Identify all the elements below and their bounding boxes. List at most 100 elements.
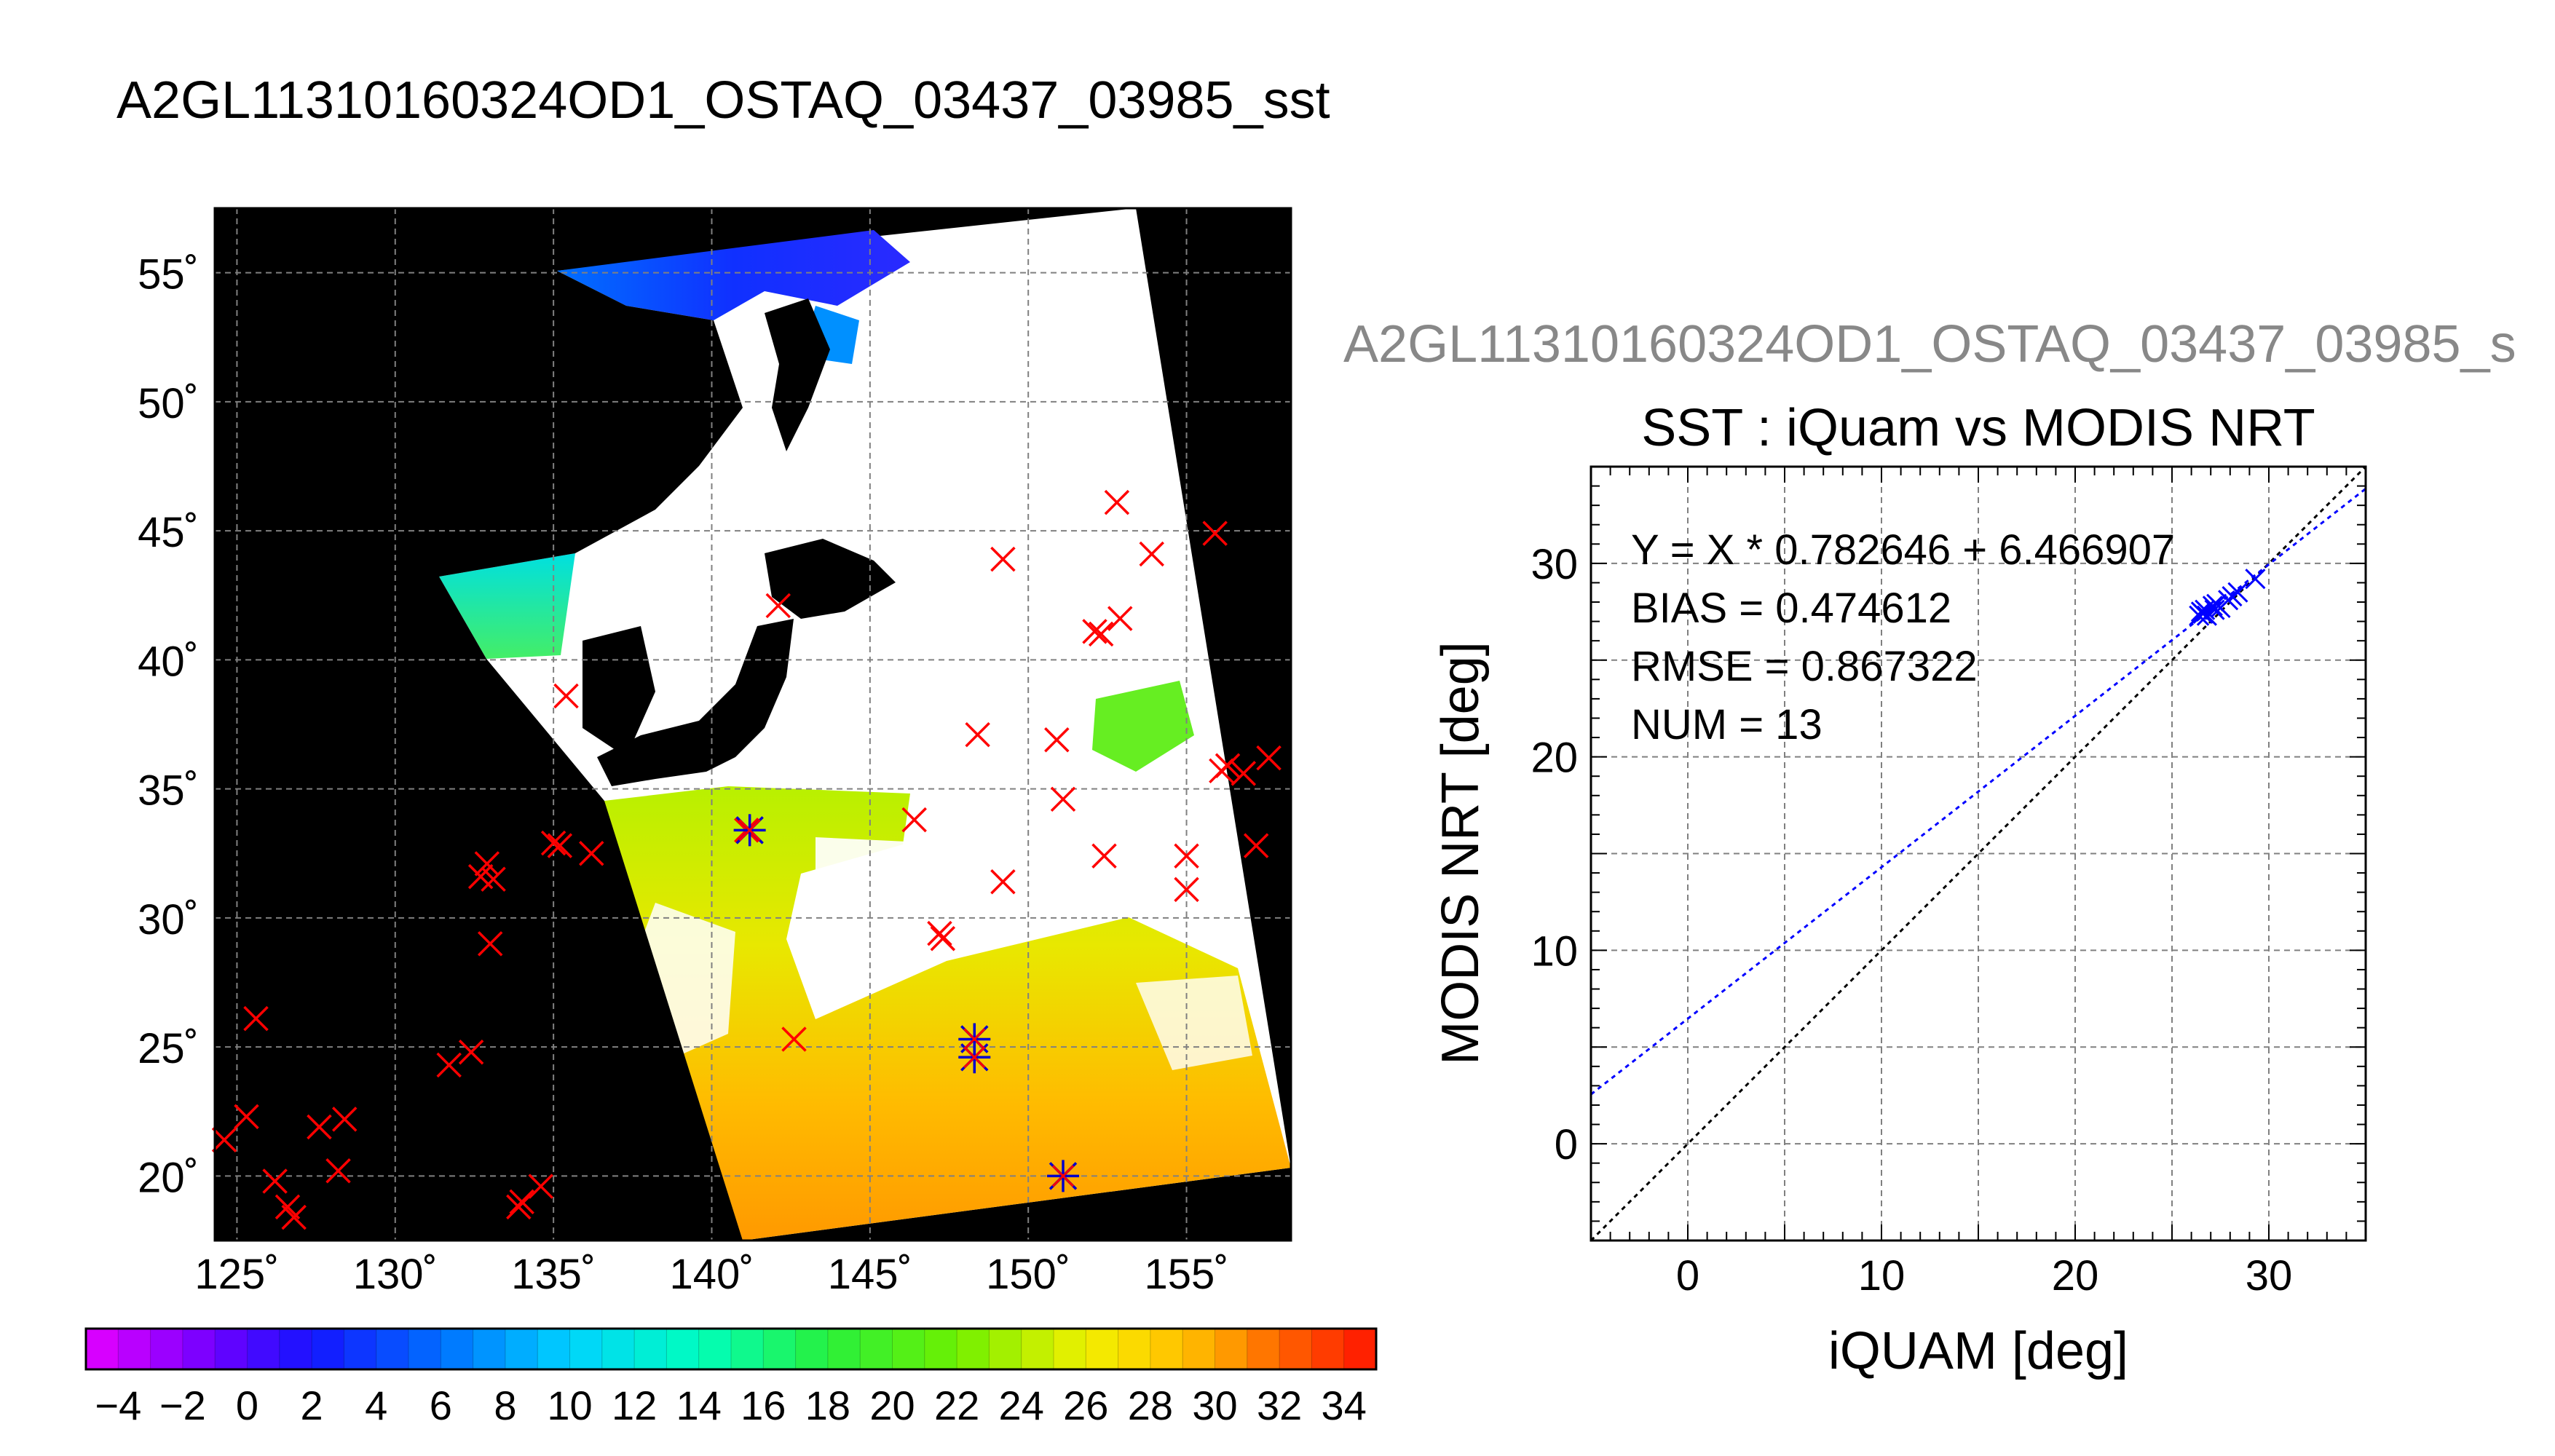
main-title: A2GL11310160324OD1_OSTAQ_03437_03985_sst — [117, 71, 1330, 130]
land-sakhalin — [765, 298, 830, 451]
iquam-point — [1202, 521, 1228, 546]
iquam-point-stroke — [211, 1127, 237, 1152]
iquam-point-stroke — [1044, 727, 1070, 753]
iquam-point — [243, 1005, 269, 1032]
colorbar-cell — [1343, 1328, 1377, 1370]
colorbar-cell — [1182, 1328, 1216, 1370]
colorbar-tick-label: 10 — [547, 1382, 592, 1428]
iquam-point-stroke — [765, 593, 791, 619]
colorbar-cell — [1085, 1328, 1119, 1370]
colorbar-cell — [473, 1328, 506, 1370]
colorbar-tick-label: 34 — [1322, 1382, 1367, 1428]
iquam-point-stroke — [281, 1204, 307, 1230]
iquam-point — [1256, 745, 1282, 771]
iquam-point — [1091, 843, 1117, 869]
iquam-point-stroke — [467, 863, 494, 890]
colorbar-cells — [85, 1328, 1377, 1370]
sst-warm-region — [604, 786, 1291, 1241]
colorbar-tick-label: 32 — [1257, 1382, 1302, 1428]
colorbar-tick-label: 2 — [301, 1382, 323, 1428]
iquam-point — [234, 1104, 259, 1130]
scatter-point — [2227, 582, 2248, 603]
colorbar-tick-label: 4 — [365, 1382, 387, 1428]
colorbar-tick-label: 12 — [612, 1382, 657, 1428]
iquam-point-stroke — [474, 851, 500, 877]
colorbar-cell — [827, 1328, 861, 1370]
colorbar-tick-label: −2 — [159, 1382, 206, 1428]
iquam-point-matched — [733, 814, 766, 847]
iquam-point — [262, 1168, 288, 1194]
iquam-point-stroke — [307, 1114, 332, 1140]
map-lon-tick-label: 145˚ — [828, 1251, 912, 1298]
colorbar-cell — [1053, 1328, 1087, 1370]
iquam-point-matched — [958, 1041, 991, 1074]
colorbar-tick-label: 26 — [1063, 1382, 1108, 1428]
sst-colorbar: −4 −2 0 2 4 6 8 10 12 14 16 18 20 22 24 26 28 30 32 34 — [84, 1327, 1378, 1428]
scatter-title: SST : iQuam vs MODIS NRT — [1641, 399, 2315, 457]
iquam-point-stroke — [547, 833, 573, 858]
colorbar-cell — [408, 1328, 442, 1370]
iquam-point-stroke — [1243, 833, 1269, 858]
map-points — [211, 489, 1282, 1230]
colorbar-cell — [376, 1328, 410, 1370]
colorbar-cell — [214, 1328, 248, 1370]
iquam-point-stroke — [1088, 621, 1114, 647]
iquam-point — [1082, 619, 1107, 644]
map-frame — [213, 207, 1292, 1242]
scatter-point-stroke — [2192, 603, 2214, 625]
land-asia — [215, 208, 743, 1241]
colorbar-cell — [85, 1328, 119, 1370]
colorbar-tick-label: 0 — [236, 1382, 258, 1428]
map-lat-tick-label: 30˚ — [138, 896, 199, 943]
map-lat-tick-label: 35˚ — [138, 767, 199, 815]
scatter-point — [2202, 596, 2223, 617]
iquam-point-stroke — [927, 920, 952, 946]
colorbar-cell — [1118, 1328, 1151, 1370]
iquam-point-stroke — [458, 1039, 484, 1065]
iquam-point-stroke — [965, 721, 990, 748]
map-grid — [215, 208, 1291, 1241]
scatter-point — [2192, 603, 2214, 625]
iquam-point — [1174, 843, 1199, 869]
land-honshu — [597, 619, 794, 786]
iquam-point — [547, 833, 573, 858]
iquam-point — [481, 866, 506, 892]
colorbar-cell — [698, 1328, 732, 1370]
sst-green-patch — [1092, 681, 1194, 772]
iquam-point-stroke — [262, 1168, 288, 1194]
scatter-point — [2204, 599, 2225, 620]
colorbar-cell — [1150, 1328, 1184, 1370]
map-lat-tick-label: 45˚ — [138, 509, 199, 556]
colorbar-cell — [762, 1328, 797, 1370]
colorbar-cell — [1311, 1328, 1345, 1370]
sst-cold-region — [557, 230, 910, 320]
scatter-faded-title: A2GL11310160324OD1_OSTAQ_03437_03985_s — [1343, 315, 2516, 373]
iquam-point — [1174, 877, 1199, 903]
colorbar-cell — [1021, 1328, 1054, 1370]
map-lon-tick-label: 140˚ — [669, 1251, 754, 1298]
scatter-annotation: Y = X * 0.782646 + 6.466907 — [1631, 526, 2175, 574]
map-lat-tick-label: 55˚ — [138, 251, 199, 298]
map-lat-tick-label: 40˚ — [138, 638, 199, 685]
iquam-point-stroke — [1107, 606, 1133, 631]
iquam-point-matched-red — [963, 1046, 986, 1069]
colorbar-cell — [1215, 1328, 1248, 1370]
iquam-point-matched — [1047, 1160, 1080, 1192]
colorbar-tick-label: 16 — [741, 1382, 786, 1428]
colorbar-cell — [311, 1328, 345, 1370]
iquam-point-stroke — [990, 546, 1016, 572]
scatter-point — [2245, 569, 2266, 590]
iquam-point-stroke — [528, 1174, 553, 1199]
iquam-point — [1215, 753, 1241, 778]
iquam-point — [901, 807, 927, 833]
scatter-points — [2189, 569, 2266, 626]
colorbar-cell — [505, 1328, 539, 1370]
map-lat-labels: 55˚ 50˚ 45˚ 40˚ 35˚ 30˚ 25˚ 20˚ — [138, 251, 199, 1202]
iquam-point — [458, 1039, 484, 1065]
map-lat-tick-label: 20˚ — [138, 1154, 199, 1201]
iquam-point — [1050, 786, 1076, 812]
cloud-patch — [816, 837, 1005, 939]
scatter-annotation: BIAS = 0.474612 — [1631, 585, 1951, 632]
scatter-point-stroke — [2202, 596, 2223, 617]
